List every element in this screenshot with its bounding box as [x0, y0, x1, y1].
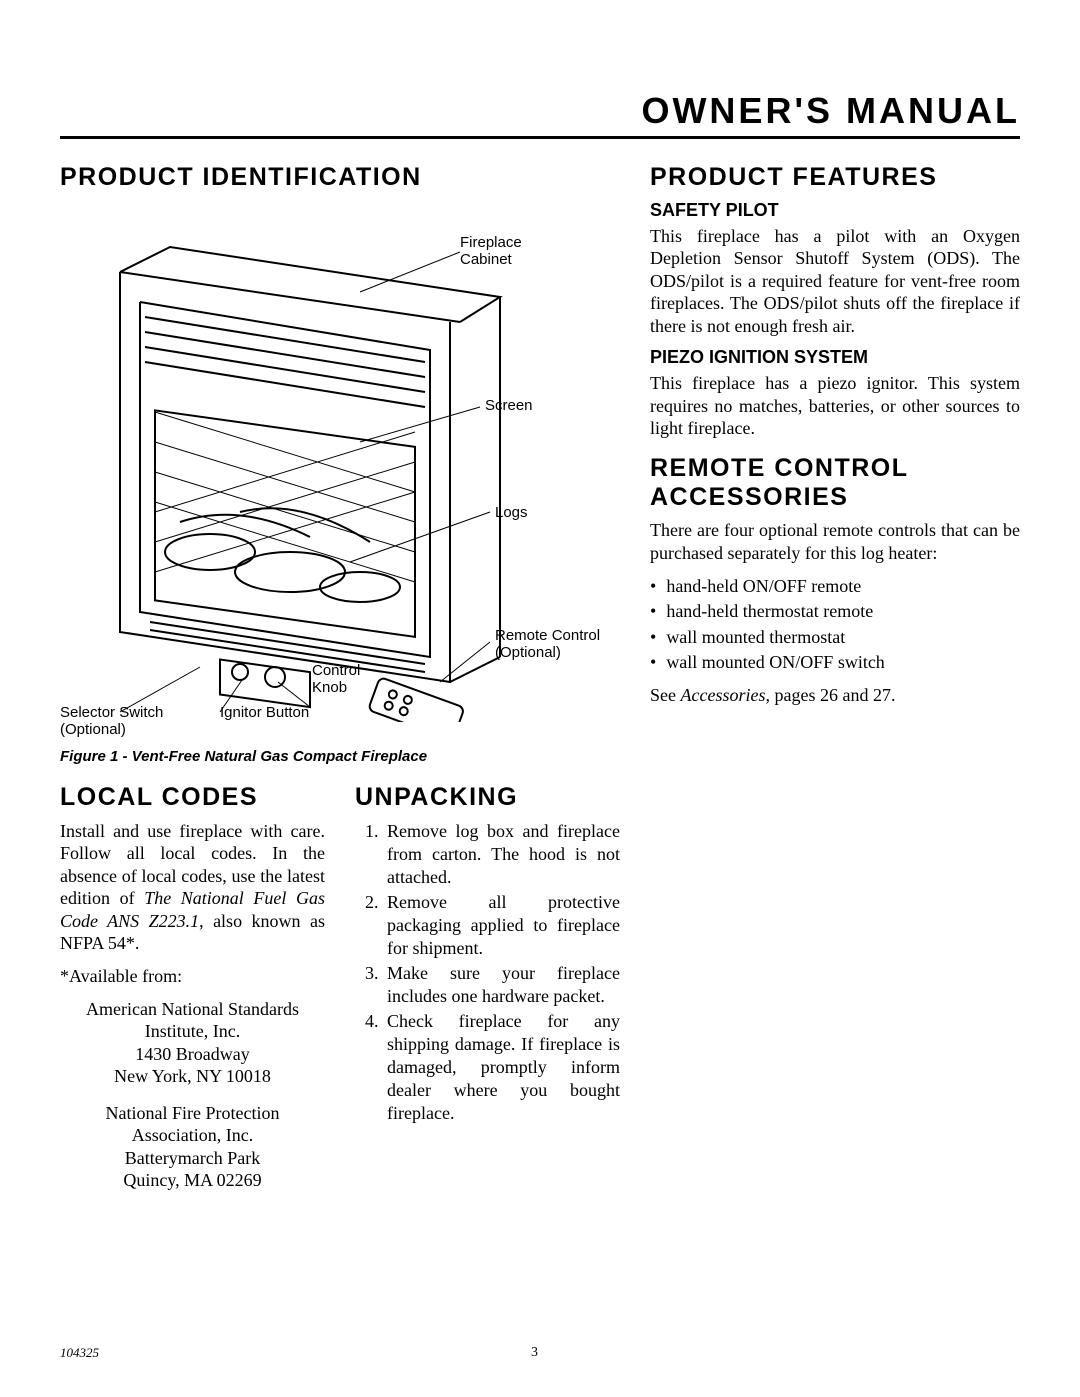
- page-number: 3: [531, 1345, 538, 1361]
- remote-bullet: wall mounted ON/OFF switch: [668, 650, 1020, 675]
- safety-pilot-heading: SAFETY PILOT: [650, 200, 1020, 221]
- label-remote-control: Remote Control(Optional): [495, 627, 600, 662]
- remote-bullet-list: hand-held ON/OFF remote hand-held thermo…: [650, 574, 1020, 675]
- unpacking-heading: UNPACKING: [355, 783, 620, 812]
- safety-pilot-body: This fireplace has a pilot with an Oxyge…: [650, 225, 1020, 338]
- see-italic: Accessories,: [681, 685, 770, 705]
- unpacking-step: Check fireplace for any shipping damage.…: [383, 1010, 620, 1125]
- label-fireplace-cabinet: FireplaceCabinet: [460, 234, 522, 269]
- remote-intro: There are four optional remote controls …: [650, 519, 1020, 564]
- address-nfpa: National Fire Protection Association, In…: [60, 1102, 325, 1192]
- see-pre: See: [650, 685, 681, 705]
- remote-heading: REMOTE CONTROL ACCESSORIES: [650, 454, 1020, 512]
- label-screen: Screen: [485, 397, 533, 414]
- product-identification-heading: PRODUCT IDENTIFICATION: [60, 163, 620, 192]
- addr1-line2: 1430 Broadway: [135, 1044, 249, 1064]
- piezo-heading: PIEZO IGNITION SYSTEM: [650, 347, 1020, 368]
- page-footer: 104325 3: [60, 1345, 1020, 1361]
- remote-bullet: hand-held ON/OFF remote: [668, 574, 1020, 599]
- unpacking-step: Remove all protective packaging applied …: [383, 891, 620, 960]
- label-selector-switch: Selector Switch(Optional): [60, 704, 163, 739]
- unpacking-step: Remove log box and fireplace from carton…: [383, 820, 620, 889]
- local-codes-body: Install and use fireplace with care. Fol…: [60, 820, 325, 955]
- addr2-line1: National Fire Protection Association, In…: [106, 1103, 280, 1146]
- see-post: pages 26 and 27.: [770, 685, 895, 705]
- addr2-line3: Quincy, MA 02269: [123, 1170, 261, 1190]
- piezo-body: This fireplace has a piezo ignitor. This…: [650, 372, 1020, 440]
- remote-bullet: wall mounted thermostat: [668, 625, 1020, 650]
- product-features-heading: PRODUCT FEATURES: [650, 163, 1020, 192]
- addr1-line1: American National Standards Institute, I…: [86, 999, 299, 1042]
- address-ansi: American National Standards Institute, I…: [60, 998, 325, 1088]
- product-diagram: FireplaceCabinet Screen Logs Remote Cont…: [60, 202, 620, 742]
- doc-number: 104325: [60, 1345, 99, 1361]
- figure-caption: Figure 1 - Vent-Free Natural Gas Compact…: [60, 748, 620, 765]
- remote-bullet: hand-held thermostat remote: [668, 599, 1020, 624]
- unpacking-step: Make sure your fireplace includes one ha…: [383, 962, 620, 1008]
- unpacking-list: Remove log box and fireplace from carton…: [355, 820, 620, 1125]
- label-control-knob: ControlKnob: [312, 662, 360, 697]
- local-codes-heading: LOCAL CODES: [60, 783, 325, 812]
- label-logs: Logs: [495, 504, 528, 521]
- page-title: OWNER'S MANUAL: [60, 90, 1020, 139]
- label-ignitor-button: Ignitor Button: [220, 704, 309, 721]
- see-accessories: See Accessories, pages 26 and 27.: [650, 685, 1020, 706]
- addr2-line2: Batterymarch Park: [125, 1148, 260, 1168]
- available-from: *Available from:: [60, 965, 325, 988]
- addr1-line3: New York, NY 10018: [114, 1066, 271, 1086]
